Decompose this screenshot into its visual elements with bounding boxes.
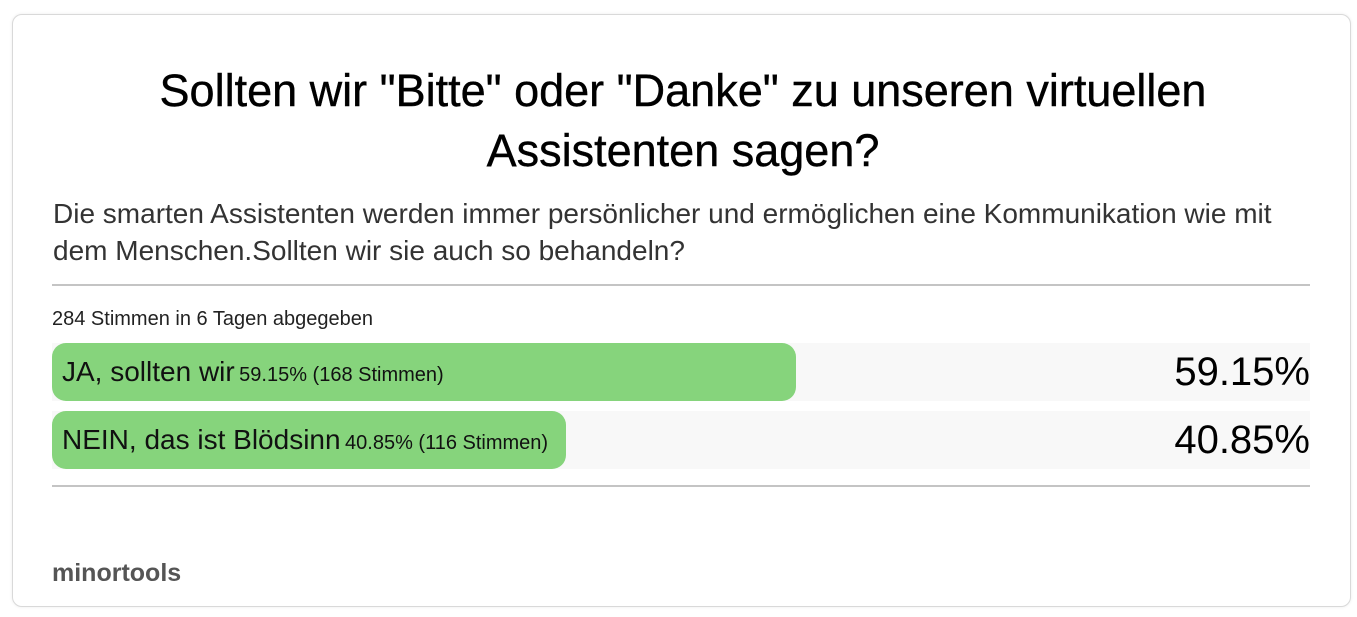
brand-logo-text[interactable]: minortools bbox=[52, 559, 182, 587]
poll-card: Sollten wir "Bitte" oder "Danke" zu unse… bbox=[12, 14, 1351, 607]
vote-summary: 284 Stimmen in 6 Tagen abgegeben bbox=[52, 308, 373, 330]
option-no-text: NEIN, das ist Blödsinn 40.85% (116 Stimm… bbox=[62, 411, 548, 469]
poll-description: Die smarten Assistenten werden immer per… bbox=[53, 198, 1272, 266]
bottom-divider bbox=[52, 485, 1310, 487]
poll-option-no[interactable]: NEIN, das ist Blödsinn 40.85% (116 Stimm… bbox=[52, 411, 1310, 469]
option-yes-text: JA, sollten wir 59.15% (168 Stimmen) bbox=[62, 343, 444, 401]
option-no-percent: 40.85% bbox=[1174, 418, 1310, 462]
poll-option-yes[interactable]: JA, sollten wir 59.15% (168 Stimmen) 59.… bbox=[52, 343, 1310, 401]
option-no-label: NEIN, das ist Blödsinn bbox=[62, 424, 341, 455]
poll-title: Sollten wir "Bitte" oder "Danke" zu unse… bbox=[159, 65, 1207, 176]
option-yes-label: JA, sollten wir bbox=[62, 356, 235, 387]
option-no-bar bbox=[52, 411, 566, 469]
option-yes-detail: 59.15% (168 Stimmen) bbox=[239, 364, 444, 386]
option-yes-bar bbox=[52, 343, 797, 401]
top-divider bbox=[52, 284, 1310, 286]
option-yes-percent: 59.15% bbox=[1174, 350, 1310, 394]
option-no-detail: 40.85% (116 Stimmen) bbox=[345, 432, 549, 454]
